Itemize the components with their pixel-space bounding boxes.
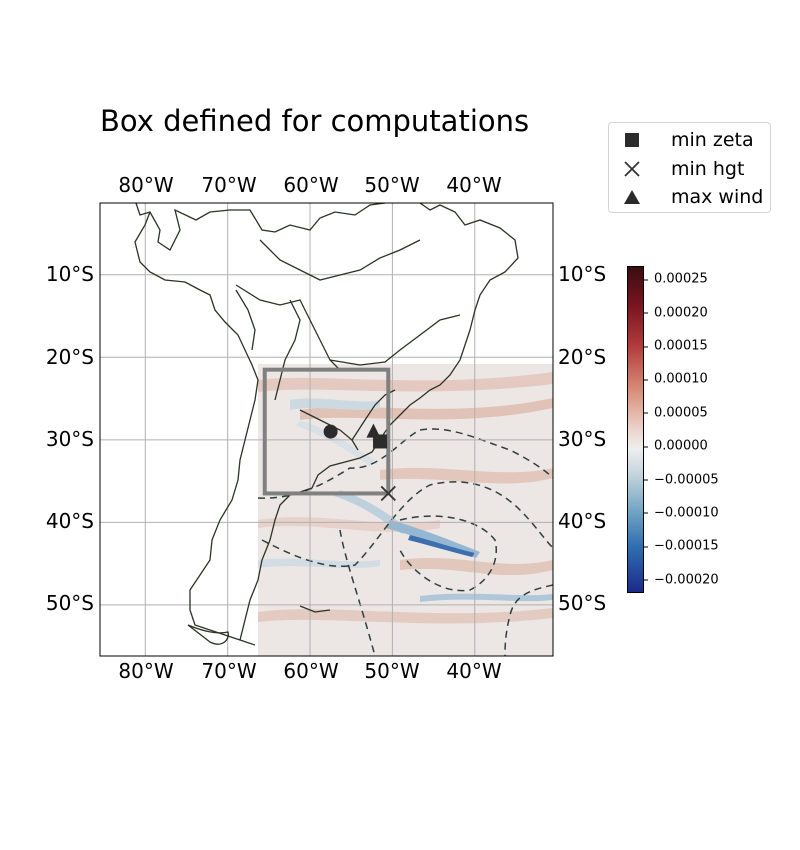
colorbar-tick-label: 0.00000 bbox=[644, 438, 708, 454]
colorbar-tick-label: 0.00025 bbox=[644, 271, 708, 287]
colorbar-tick-label: 0.00010 bbox=[644, 371, 708, 387]
legend-item-min-hgt: min hgt bbox=[609, 158, 744, 180]
legend-label: min zeta bbox=[671, 129, 754, 151]
vorticity-streaks bbox=[258, 372, 553, 624]
legend-item-max-wind: max wind bbox=[609, 186, 763, 208]
lon-label-top: 70°W bbox=[201, 173, 257, 197]
lat-label-left: 50°S bbox=[45, 591, 94, 615]
lon-label-bottom: 70°W bbox=[201, 659, 257, 683]
lon-label-top: 50°W bbox=[364, 173, 420, 197]
map-frame bbox=[99, 202, 554, 657]
graticule bbox=[100, 203, 553, 656]
lon-label-bottom: 60°W bbox=[283, 659, 339, 683]
colorbar-tick-label: −0.00005 bbox=[644, 472, 719, 488]
lon-label-bottom: 50°W bbox=[364, 659, 420, 683]
colorbar-tick-label: 0.00005 bbox=[644, 405, 708, 421]
lon-label-bottom: 40°W bbox=[446, 659, 502, 683]
colorbar-tick-label: 0.00020 bbox=[644, 305, 708, 321]
legend-item-min-zeta: min zeta bbox=[609, 129, 754, 151]
center-marker bbox=[323, 424, 338, 439]
colorbar-tick-label: −0.00015 bbox=[644, 538, 719, 554]
lat-label-left: 10°S bbox=[45, 262, 94, 286]
colorbar-tick-label: −0.00020 bbox=[644, 572, 719, 588]
colorbar bbox=[627, 266, 644, 593]
lat-label-right: 40°S bbox=[558, 509, 607, 533]
legend: min zeta min hgt max wind bbox=[608, 122, 771, 213]
lat-label-left: 40°S bbox=[45, 509, 94, 533]
lon-label-bottom: 80°W bbox=[118, 659, 174, 683]
lat-label-left: 30°S bbox=[45, 427, 94, 451]
lon-label-top: 60°W bbox=[283, 173, 339, 197]
lat-label-right: 30°S bbox=[558, 427, 607, 451]
lon-label-top: 40°W bbox=[446, 173, 502, 197]
computation-box bbox=[262, 367, 391, 496]
square-icon bbox=[609, 132, 655, 148]
max-wind-marker bbox=[366, 423, 381, 438]
lat-label-right: 10°S bbox=[558, 262, 607, 286]
lat-label-left: 20°S bbox=[45, 345, 94, 369]
colorbar-tick-label: −0.00010 bbox=[644, 505, 719, 521]
legend-label: max wind bbox=[671, 186, 764, 208]
lon-label-top: 80°W bbox=[118, 173, 174, 197]
triangle-icon bbox=[609, 189, 655, 205]
colorbar-tick-label: 0.00015 bbox=[644, 338, 708, 354]
min-hgt-marker bbox=[380, 485, 396, 502]
legend-label: min hgt bbox=[671, 158, 745, 180]
cross-icon bbox=[609, 160, 655, 178]
height-contours bbox=[257, 428, 553, 656]
lat-label-right: 50°S bbox=[558, 591, 607, 615]
min-zeta-marker bbox=[373, 434, 388, 449]
lat-label-right: 20°S bbox=[558, 345, 607, 369]
chart-title: Box defined for computations bbox=[100, 104, 530, 138]
